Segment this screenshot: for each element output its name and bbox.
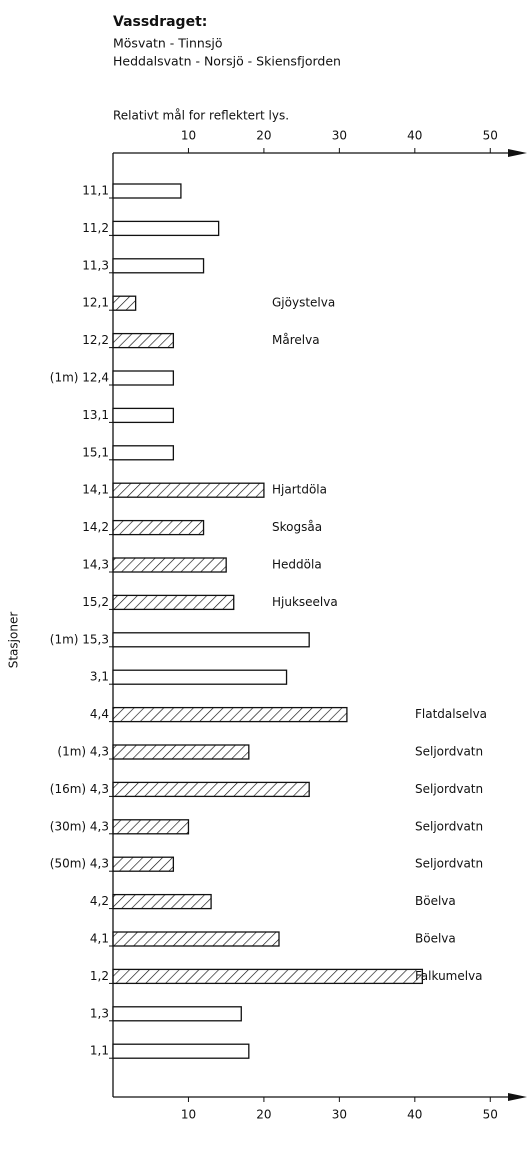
annotation: Seljordvatn bbox=[415, 857, 483, 871]
annotation: Böelva bbox=[415, 932, 456, 946]
y-tick-label: 11,1 bbox=[82, 184, 109, 198]
annotation: Hjukseelva bbox=[272, 595, 338, 609]
x-tick-label: 30 bbox=[332, 1108, 347, 1122]
bar bbox=[112, 482, 265, 498]
y-tick-label: 1,3 bbox=[90, 1006, 109, 1020]
bar bbox=[112, 931, 280, 947]
bar bbox=[112, 557, 227, 573]
y-tick-label: (1m) 12,4 bbox=[50, 371, 109, 385]
y-tick-label: 4,4 bbox=[90, 707, 109, 721]
y-tick-label: 11,3 bbox=[82, 258, 109, 272]
y-tick-label: 15,2 bbox=[82, 595, 109, 609]
x-tick-label: 50 bbox=[483, 1108, 498, 1122]
bar bbox=[112, 445, 175, 461]
x-tick-label: 20 bbox=[256, 129, 271, 143]
annotation: Flatdalselva bbox=[415, 707, 487, 721]
x-tick-label: 10 bbox=[181, 1108, 196, 1122]
chart-title: Vassdraget: bbox=[113, 14, 207, 30]
y-tick-label: 1,2 bbox=[90, 969, 109, 983]
y-tick-label: 11,2 bbox=[82, 221, 109, 235]
bar bbox=[112, 295, 137, 311]
y-axis-label: Stasjoner bbox=[7, 612, 21, 669]
y-tick-label: 4,2 bbox=[90, 894, 109, 908]
bar bbox=[112, 1043, 250, 1059]
annotation: Falkumelva bbox=[415, 969, 483, 983]
y-tick-label: 14,3 bbox=[82, 558, 109, 572]
annotation: Seljordvatn bbox=[415, 782, 483, 796]
annotation: Gjöystelva bbox=[272, 296, 335, 310]
bar bbox=[112, 220, 220, 237]
bar bbox=[112, 519, 205, 536]
y-tick-label: (1m) 4,3 bbox=[57, 745, 109, 759]
annotation: Mårelva bbox=[272, 333, 320, 347]
annotation: Heddöla bbox=[272, 558, 322, 572]
bar bbox=[112, 183, 182, 199]
x-tick-label: 40 bbox=[407, 129, 422, 143]
x-tick-label: 30 bbox=[332, 129, 347, 143]
y-tick-label: 12,2 bbox=[82, 333, 109, 347]
y-tick-label: 1,1 bbox=[90, 1044, 109, 1058]
x-tick-label: 10 bbox=[181, 129, 196, 143]
y-tick-label: 14,1 bbox=[82, 483, 109, 497]
axes bbox=[112, 152, 520, 1098]
y-tick-label: (30m) 4,3 bbox=[50, 819, 109, 833]
y-tick-label: (1m) 15,3 bbox=[50, 632, 109, 646]
arrow bbox=[508, 149, 527, 157]
bar bbox=[112, 669, 288, 685]
annotation: Skogsåa bbox=[272, 520, 322, 534]
annotation: Seljordvatn bbox=[415, 745, 483, 759]
bar bbox=[112, 594, 235, 611]
bar bbox=[112, 781, 310, 798]
y-tick-label: (16m) 4,3 bbox=[50, 782, 109, 796]
bar bbox=[112, 968, 424, 985]
bar bbox=[112, 332, 175, 349]
bar bbox=[112, 370, 175, 386]
y-tick-label: 15,1 bbox=[82, 445, 109, 459]
x-axis-label: Relativt mål for reflektert lys. bbox=[113, 109, 289, 123]
annotation: Seljordvatn bbox=[415, 819, 483, 833]
annotation: Böelva bbox=[415, 894, 456, 908]
y-tick-label: 3,1 bbox=[90, 670, 109, 684]
x-tick-label: 50 bbox=[483, 129, 498, 143]
y-tick-label: 4,1 bbox=[90, 932, 109, 946]
bar bbox=[112, 632, 310, 648]
bar bbox=[112, 856, 175, 872]
bar bbox=[112, 258, 205, 274]
bar bbox=[112, 893, 212, 910]
subtitle: Mösvatn - Tinnsjö bbox=[113, 36, 223, 51]
bar bbox=[112, 706, 348, 723]
y-tick-label: 13,1 bbox=[82, 408, 109, 422]
y-tick-label: 14,2 bbox=[82, 520, 109, 534]
arrow bbox=[508, 1093, 527, 1101]
annotation: Hjartdöla bbox=[272, 483, 327, 497]
bar bbox=[112, 819, 190, 835]
bar bbox=[112, 1006, 242, 1022]
x-tick-label: 20 bbox=[256, 1108, 271, 1122]
y-tick-label: 12,1 bbox=[82, 296, 109, 310]
bar bbox=[112, 407, 175, 424]
subtitle: Heddalsvatn - Norsjö - Skiensfjorden bbox=[113, 54, 341, 69]
y-tick-label: (50m) 4,3 bbox=[50, 857, 109, 871]
bar bbox=[112, 744, 250, 760]
x-tick-label: 40 bbox=[407, 1108, 422, 1122]
